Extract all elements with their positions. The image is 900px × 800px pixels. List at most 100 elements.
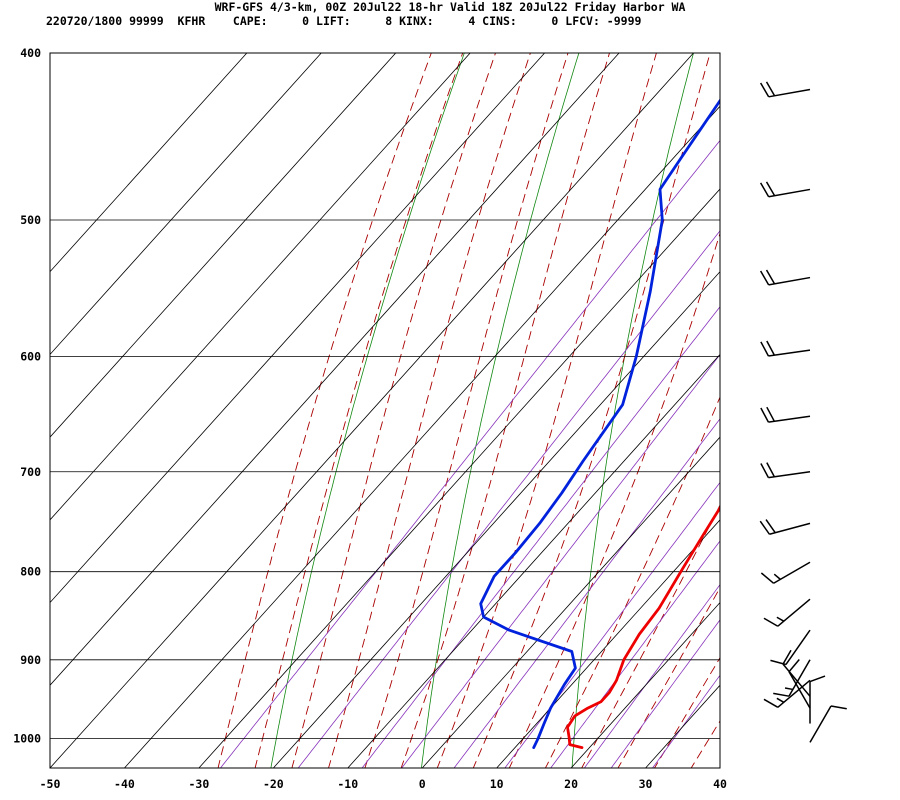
- wind-barb-flag: [766, 406, 776, 422]
- moist-adiabat: [217, 53, 432, 768]
- wind-barb-staff: [777, 679, 811, 708]
- wind-barb-staff: [768, 415, 811, 423]
- isotherm: [50, 53, 397, 438]
- wind-barb-staff: [768, 188, 811, 198]
- wind-barb-flag: [763, 617, 779, 627]
- y-tick-label: 800: [20, 565, 41, 579]
- x-tick-label: 30: [639, 777, 653, 791]
- mixing-ratio-line: [652, 674, 720, 768]
- dry-adiabat: [420, 53, 580, 768]
- wind-barb-staff: [769, 522, 811, 535]
- y-tick-label: 400: [20, 46, 41, 60]
- wind-barb: [788, 658, 811, 709]
- wind-barb-flag: [760, 407, 770, 423]
- wind-barb-flag: [788, 658, 800, 673]
- x-tick-label: 40: [713, 777, 727, 791]
- y-tick-label: 600: [20, 349, 41, 363]
- wind-barb: [760, 462, 811, 479]
- isotherm: [50, 53, 694, 768]
- wind-barb-flag: [765, 519, 776, 534]
- isotherm: [347, 353, 720, 768]
- moist-adiabat: [254, 53, 464, 768]
- moist-adiabat: [436, 53, 657, 768]
- wind-barb: [760, 340, 811, 357]
- wind-barb: [759, 519, 811, 535]
- moist-adiabat: [581, 504, 720, 768]
- wind-barb-flag: [765, 81, 776, 97]
- y-tick-label: 900: [20, 653, 41, 667]
- wind-barb-staff: [777, 598, 811, 627]
- moist-adiabat: [544, 395, 720, 768]
- wind-barb-flag: [759, 82, 770, 98]
- x-tick-label: -20: [263, 777, 284, 791]
- wind-barb-flag: [809, 675, 826, 683]
- mixing-ratio-line: [401, 353, 720, 768]
- wind-barb: [809, 705, 847, 743]
- chart-title: WRF-GFS 4/3-km, 00Z 20Jul22 18-hr Valid …: [214, 0, 686, 14]
- mixing-ratio-line: [583, 583, 720, 768]
- isotherm: [50, 53, 322, 356]
- x-tick-label: -50: [40, 777, 61, 791]
- wind-barb-flag: [760, 463, 770, 478]
- wind-barb: [760, 561, 811, 584]
- x-tick-label: 20: [564, 777, 578, 791]
- isotherm: [273, 271, 720, 768]
- isotherm: [50, 53, 620, 686]
- wind-barb: [759, 81, 811, 98]
- moist-adiabat: [364, 53, 569, 768]
- wind-barb-flag: [763, 698, 779, 708]
- wind-barb-flag: [759, 270, 770, 286]
- wind-barb-flag: [759, 182, 770, 198]
- wind-barb-half-flag: [776, 697, 785, 703]
- wind-barb-half-flag: [776, 616, 785, 622]
- dewpoint-profile: [479, 98, 720, 749]
- mixing-ratio-line: [219, 139, 720, 768]
- wind-barb-flag: [830, 705, 847, 710]
- dry-adiabat: [870, 15, 900, 783]
- temperature-profile: [566, 505, 720, 749]
- wind-barb-flag: [765, 269, 776, 285]
- mixing-ratio-line: [610, 619, 720, 768]
- wind-barb: [809, 675, 826, 724]
- moist-adiabat: [653, 656, 720, 768]
- mixing-ratio-line: [504, 481, 720, 768]
- moist-adiabat: [617, 586, 720, 768]
- moist-adiabat: [472, 53, 711, 768]
- isotherm: [421, 436, 720, 768]
- wind-barb-flag: [765, 181, 776, 197]
- wind-barb: [763, 598, 811, 627]
- isotherm: [50, 53, 545, 604]
- moist-adiabat: [291, 53, 496, 768]
- x-tick-label: -40: [114, 777, 135, 791]
- wind-barb-staff: [788, 659, 811, 697]
- wind-barb-staff: [768, 471, 811, 479]
- dry-adiabat: [270, 53, 465, 768]
- wind-barb-staff: [768, 88, 811, 98]
- wind-barb-flag: [773, 692, 790, 697]
- wind-barb-staff: [785, 629, 811, 665]
- wind-barb-flag: [760, 572, 775, 584]
- mixing-ratio-line: [361, 306, 720, 768]
- wind-barb: [773, 659, 811, 697]
- wind-barb: [763, 679, 811, 708]
- dry-adiabat: [571, 53, 694, 768]
- wind-barb-staff: [768, 349, 811, 357]
- wind-barb-flag: [759, 520, 771, 535]
- mixing-ratio-line: [297, 230, 720, 768]
- isotherm: [496, 519, 720, 768]
- isotherm: [50, 53, 248, 273]
- wind-barb-staff: [773, 561, 811, 584]
- wind-barb: [759, 181, 811, 198]
- wind-barb-flag: [782, 649, 792, 665]
- moist-adiabat: [400, 53, 610, 768]
- wind-barb: [760, 406, 811, 423]
- wind-barb-staff: [788, 671, 811, 709]
- x-tick-label: 10: [490, 777, 504, 791]
- moist-adiabat: [719, 15, 900, 783]
- dry-adiabat: [723, 15, 817, 783]
- x-tick-label: -10: [337, 777, 358, 791]
- wind-barb-half-flag: [784, 687, 794, 691]
- plot-frame: [49, 52, 721, 769]
- moist-adiabat: [690, 720, 720, 768]
